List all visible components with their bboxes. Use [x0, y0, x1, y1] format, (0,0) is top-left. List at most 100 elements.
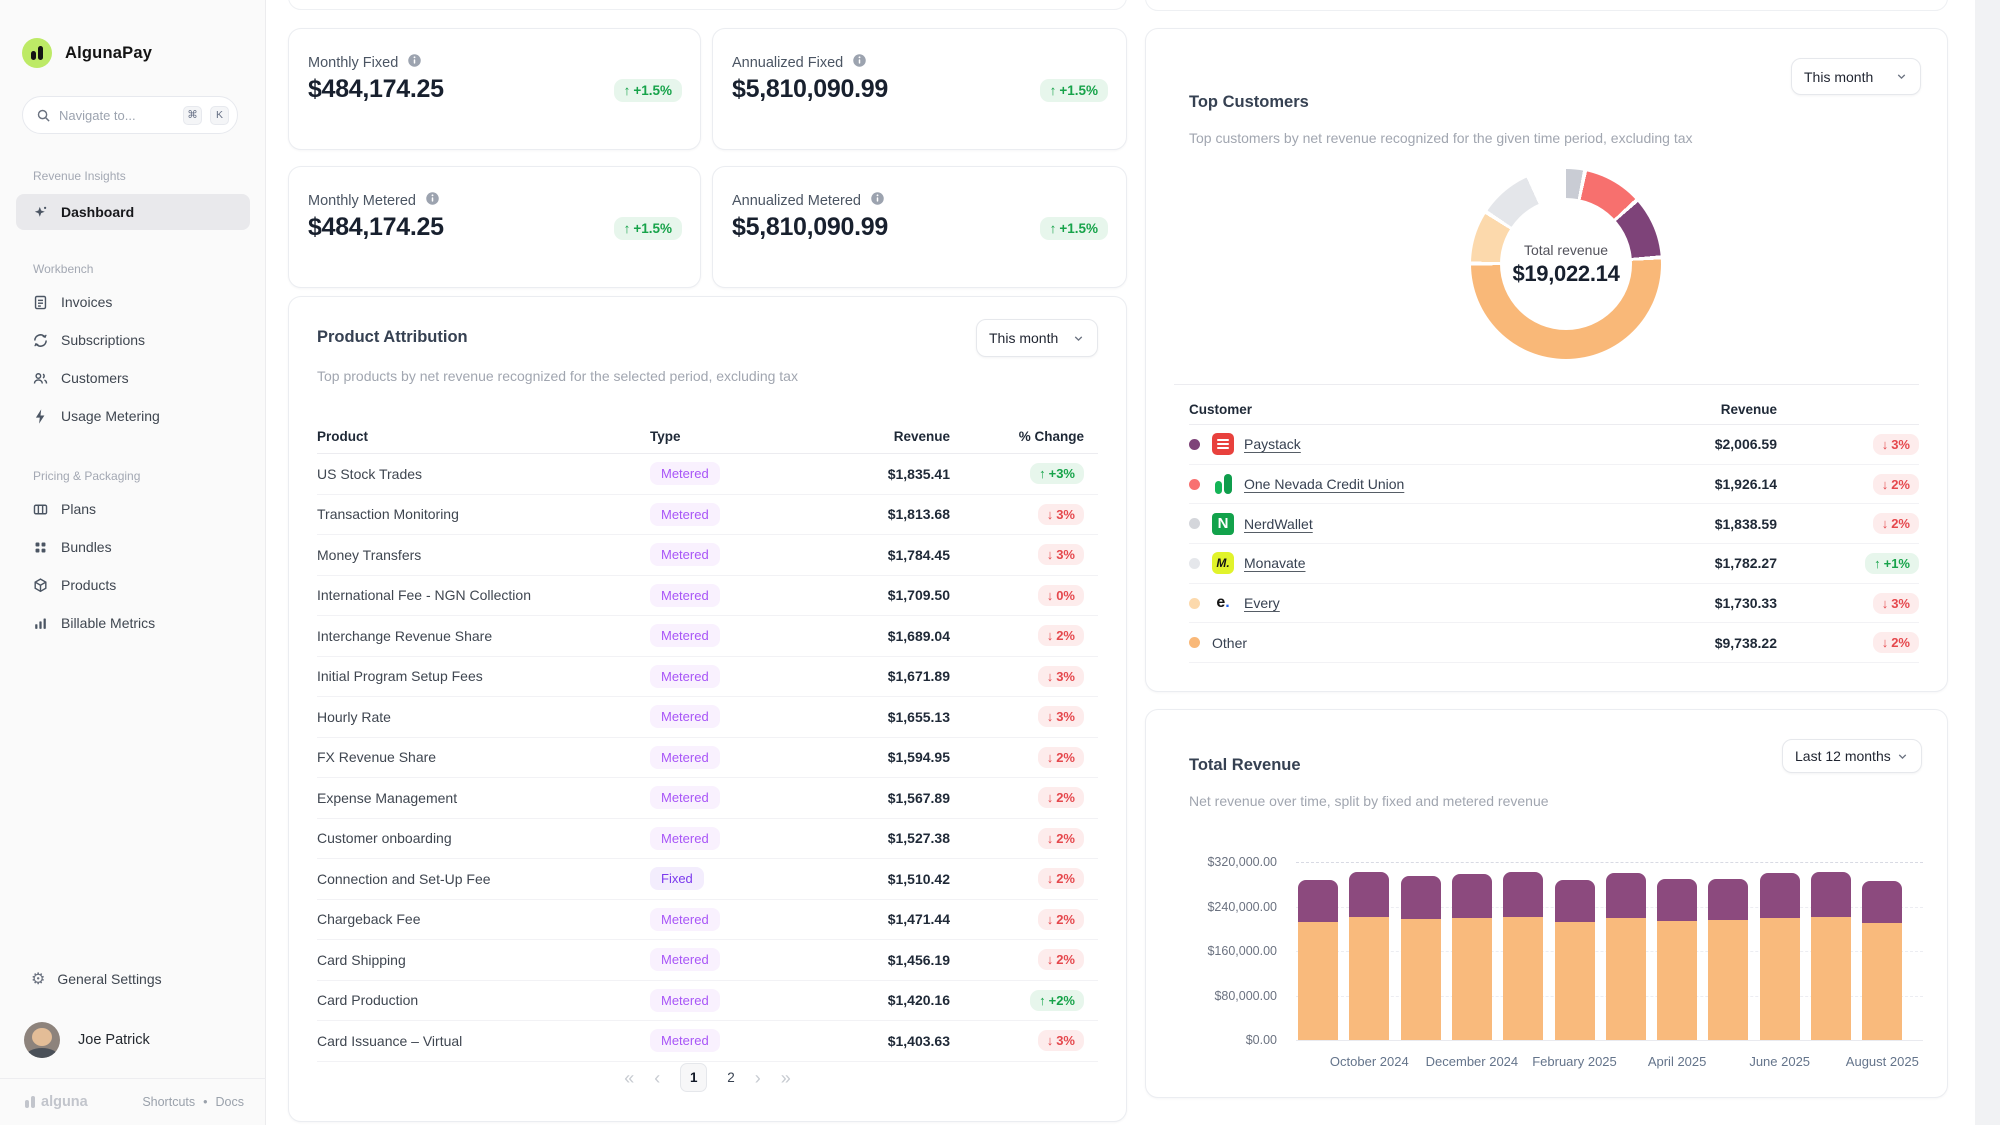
- customer-revenue: $1,782.27: [1714, 555, 1777, 572]
- customer-link[interactable]: One Nevada Credit Union: [1244, 476, 1405, 493]
- donut-center: Total revenue $19,022.14: [1500, 198, 1632, 330]
- k-key: K: [210, 105, 229, 125]
- brand[interactable]: AlgunaPay: [22, 38, 152, 68]
- sidebar-footer: alguna Shortcuts • Docs: [0, 1078, 266, 1125]
- metered-segment: [1605, 872, 1646, 918]
- sidebar-item-billable-metrics[interactable]: Billable Metrics: [16, 608, 250, 638]
- type-cell: Metered: [650, 948, 820, 972]
- change-badge: ↑ +3%: [1030, 463, 1084, 485]
- sidebar-item-subscriptions[interactable]: Subscriptions: [16, 325, 250, 355]
- page-number-1[interactable]: 1: [680, 1063, 708, 1092]
- metered-segment: [1298, 879, 1338, 923]
- revenue-value: $1,671.89: [887, 668, 950, 685]
- type-badge: Metered: [650, 583, 720, 607]
- type-badge: Metered: [650, 907, 720, 931]
- stat-card-annualized-fixed: Annualized Fixed $5,810,090.99 ↑ +1.5%: [712, 28, 1127, 150]
- last-page-button[interactable]: »: [780, 1067, 791, 1088]
- product-attribution-period-dropdown[interactable]: This month: [976, 319, 1098, 357]
- down-arrow-icon: ↓: [1046, 952, 1054, 968]
- y-tick-label: $80,000.00: [1214, 988, 1277, 1003]
- sidebar-item-plans[interactable]: Plans: [16, 494, 250, 524]
- nav-section-label: Workbench: [33, 262, 94, 276]
- revenue-value: $1,813.68: [887, 506, 950, 523]
- customer-row: N NerdWallet $1,838.59 ↓ 2%: [1189, 504, 1919, 545]
- type-cell: Metered: [650, 786, 820, 810]
- change-badge: ↓ 3%: [1872, 433, 1919, 455]
- fixed-segment: [1862, 922, 1903, 1040]
- table-row: Money Transfers Metered $1,784.45 ↓ 3%: [317, 535, 1098, 576]
- sidebar-item-products[interactable]: Products: [16, 570, 250, 600]
- stat-label-row: Monthly Fixed: [308, 53, 422, 73]
- stat-value: $484,174.25: [308, 75, 444, 103]
- stat-card-monthly-metered: Monthly Metered $484,174.25 ↑ +1.5%: [288, 166, 701, 288]
- col-customer: Customer: [1189, 402, 1253, 417]
- stat-card-annualized-metered: Annualized Metered $5,810,090.99 ↑ +1.5%: [712, 166, 1127, 288]
- table-header: Product Type Revenue % Change: [317, 420, 1098, 454]
- page-scrollbar[interactable]: [1975, 0, 2000, 1125]
- sidebar-item-bundles[interactable]: Bundles: [16, 532, 250, 562]
- user-menu[interactable]: Joe Patrick: [24, 1021, 244, 1059]
- down-arrow-icon: ↓: [1046, 587, 1054, 603]
- down-arrow-icon: ↓: [1046, 790, 1054, 806]
- customer-link[interactable]: Monavate: [1244, 555, 1306, 572]
- prev-page-button[interactable]: ‹: [654, 1067, 661, 1088]
- metered-segment: [1708, 878, 1749, 921]
- sidebar-item-invoices[interactable]: Invoices: [16, 287, 250, 317]
- chevron-down-icon: [1074, 335, 1083, 341]
- customer-row: M. Monavate $1,782.27 ↑ +1%: [1189, 544, 1919, 584]
- fixed-segment: [1759, 918, 1800, 1040]
- paystack-logo: [1212, 433, 1234, 456]
- stat-card-monthly-fixed: Monthly Fixed $484,174.25 ↑ +1.5%: [288, 28, 701, 150]
- x-tick-label: April 2025: [1647, 1054, 1707, 1069]
- type-badge: Metered: [650, 786, 720, 810]
- sidebar-item-dashboard[interactable]: Dashboard: [16, 194, 250, 230]
- customer-link[interactable]: Paystack: [1244, 436, 1301, 453]
- top-customers-subtitle: Top customers by net revenue recognized …: [1189, 130, 1693, 146]
- first-page-button[interactable]: «: [624, 1067, 635, 1088]
- nav-section-label: Pricing & Packaging: [33, 469, 141, 483]
- product-name: Expense Management: [317, 789, 458, 806]
- y-tick-label: $320,000.00: [1207, 855, 1277, 869]
- info-icon[interactable]: [407, 53, 422, 73]
- cube-icon: [31, 576, 49, 594]
- metered-segment: [1811, 872, 1851, 917]
- page-number-2[interactable]: 2: [727, 1070, 735, 1085]
- scrolled-card-edge-right: [1145, 0, 1948, 11]
- change-badge: ↓ 2%: [1872, 513, 1919, 535]
- info-icon[interactable]: [425, 191, 440, 211]
- customer-link[interactable]: NerdWallet: [1244, 515, 1313, 532]
- change-cell: ↓ 2%: [950, 827, 1098, 849]
- table-row: FX Revenue Share Metered $1,594.95 ↓ 2%: [317, 738, 1098, 778]
- table-row: Card Production Metered $1,420.16 ↑ +2%: [317, 981, 1098, 1021]
- y-tick-label: $240,000.00: [1207, 899, 1277, 914]
- shortcuts-link[interactable]: Shortcuts: [142, 1095, 196, 1109]
- change-cell: ↑ +3%: [950, 463, 1098, 485]
- bar-december-2024: [1451, 874, 1492, 1040]
- change-badge: ↓ 2%: [1037, 746, 1084, 768]
- table-row: Customer onboarding Metered $1,527.38 ↓ 2%: [317, 819, 1098, 859]
- customer-link[interactable]: Every: [1244, 595, 1280, 612]
- top-customers-period-dropdown[interactable]: This month: [1791, 58, 1921, 95]
- bar-january-2025: [1503, 872, 1544, 1040]
- cmd-key: ⌘: [183, 105, 202, 125]
- info-icon[interactable]: [870, 191, 885, 211]
- sidebar-item-general-settings[interactable]: ⚙ General Settings: [16, 962, 250, 996]
- sidebar-item-customers[interactable]: Customers: [16, 363, 250, 393]
- next-page-button[interactable]: ›: [754, 1067, 761, 1088]
- product-name: FX Revenue Share: [317, 749, 437, 766]
- change-badge: ↓ 2%: [1872, 632, 1919, 654]
- search-input[interactable]: [59, 107, 175, 123]
- fixed-segment: [1605, 917, 1646, 1040]
- product-name: Initial Program Setup Fees: [317, 668, 483, 685]
- total-revenue-period-dropdown[interactable]: Last 12 months: [1782, 739, 1922, 773]
- docs-link[interactable]: Docs: [215, 1095, 244, 1109]
- search-box[interactable]: ⌘ K: [22, 96, 238, 134]
- revenue-value: $1,835.41: [887, 465, 950, 482]
- info-icon[interactable]: [852, 53, 867, 73]
- sidebar-item-usage-metering[interactable]: Usage Metering: [16, 401, 250, 431]
- change-badge: ↓ 0%: [1037, 584, 1084, 606]
- sidebar-item-label: Bundles: [61, 539, 112, 555]
- product-attribution-subtitle: Top products by net revenue recognized f…: [317, 368, 798, 384]
- nav-section: Workbench Invoices Subscriptions Customers U…: [0, 260, 266, 439]
- nerdwallet-logo: N: [1212, 512, 1234, 535]
